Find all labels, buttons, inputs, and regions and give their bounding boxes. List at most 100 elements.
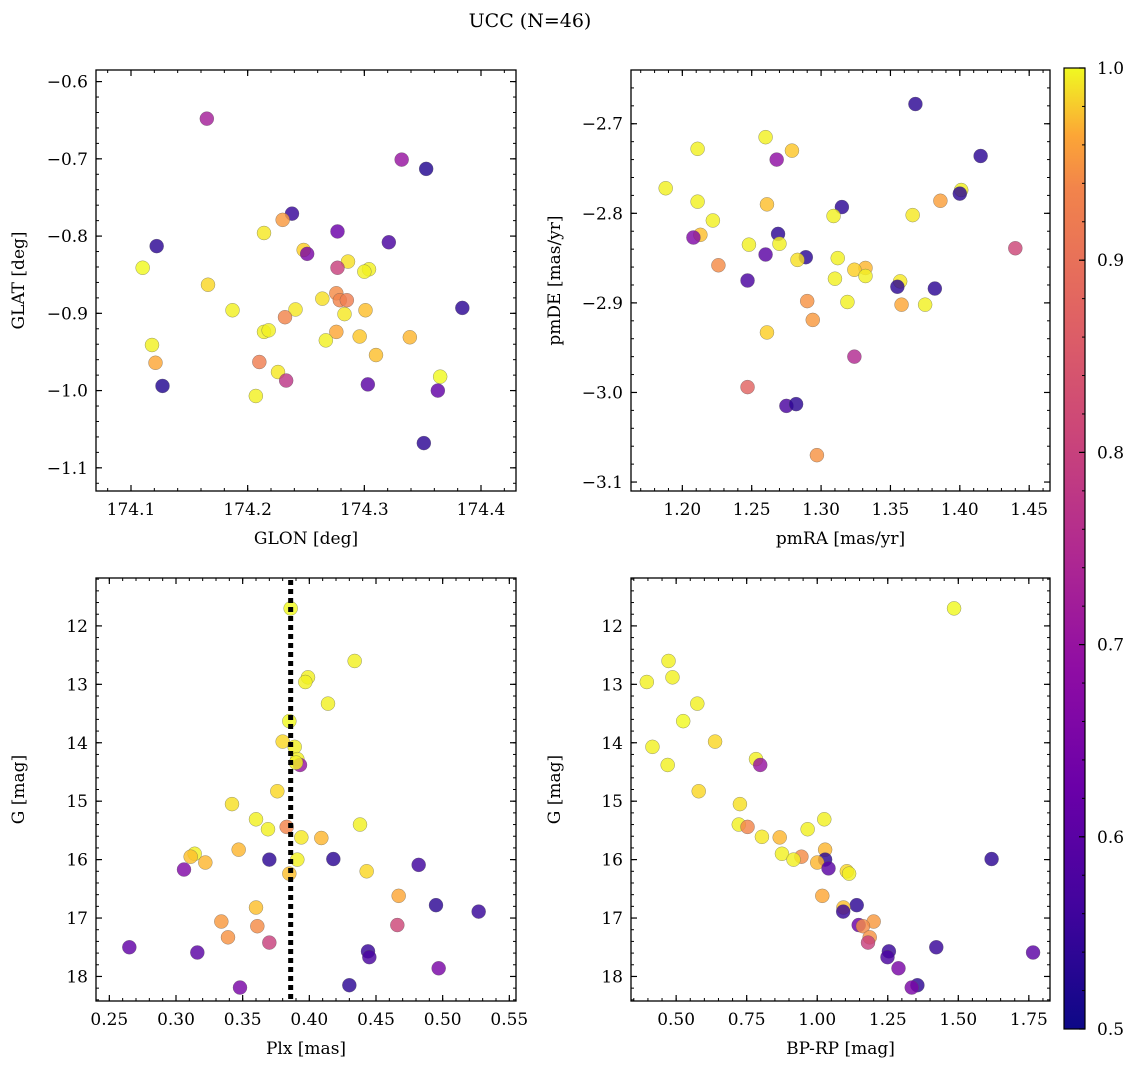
x-tick-label: 1.25 [869,1010,907,1030]
scatter-point [314,830,329,846]
scatter-point [298,674,313,690]
y-tick-label: −1.0 [47,382,88,402]
scatter-point [278,373,294,388]
scatter-point [639,674,655,690]
scatter-point [330,224,345,239]
x-axis-label: GLON [deg] [254,529,358,549]
scatter-point [455,300,470,316]
scatter-point [917,297,933,312]
scatter-point [122,939,137,955]
scatter-point [705,213,721,228]
scatter-point [220,930,236,945]
y-tick-label: 16 [601,851,623,871]
x-tick-label: 1.25 [733,500,771,520]
scatter-point [847,349,862,364]
colorbar: 0.5 0.6 0.7 0.8 0.9 1.0 [1063,59,1124,1040]
scatter-point [788,396,804,412]
y-tick-label: 17 [66,909,88,929]
scatter-point [277,309,293,325]
colorbar-tick-label: 0.8 [1097,443,1124,463]
scatter-point [1008,241,1023,256]
x-tick-label: 1.75 [1010,1010,1048,1030]
x-tick-label: 0.50 [657,1010,695,1030]
x-tick-label: 174.3 [340,500,389,520]
scatter-point [784,143,800,158]
x-axis-label: pmRA [mas/yr] [776,529,905,549]
scatter-point [357,264,372,279]
y-tick-label: −0.9 [47,304,88,324]
scatter-point [262,935,277,950]
scatter-point [690,696,705,711]
y-tick-label: 12 [601,617,623,637]
scatter-point [740,273,755,288]
scatter-point [1025,945,1041,960]
scatter-point [155,378,170,394]
scatter-point [772,830,787,845]
scatter-point [758,247,773,262]
axes-frame [95,577,517,1002]
scatter-point [315,291,330,306]
panels-group: 174.1 174.2 174.3 174.4 −0.6 −0.7 −0.8 −0.9 −1.0… [9,69,1051,1059]
scatter-point [827,271,843,286]
scatter-point [199,111,215,126]
scatter-point [260,821,276,837]
scatter-point [248,388,264,404]
x-tick-label: 174.2 [223,500,272,520]
y-tick-label: 14 [601,734,623,754]
scatter-point [880,949,895,965]
scatter-point [799,293,815,309]
scatter-point [686,230,701,245]
y-tick-label: 12 [66,617,88,637]
colorbar-tick-label: 0.9 [1097,251,1124,271]
scatter-point [231,842,246,857]
x-tick-label: 1.45 [1010,500,1048,520]
y-tick-label: 13 [601,675,623,695]
scatter-point [270,784,285,799]
scatter-point [809,447,825,463]
scatter-point [847,262,862,278]
scatter-point [261,323,276,338]
y-tick-label: 18 [601,967,623,987]
x-tick-label: 0.75 [728,1010,766,1030]
scatter-point [248,812,264,827]
scatter-point [318,333,334,348]
scatter-point [339,292,355,308]
scatter-point [805,312,821,328]
scatter-point [752,757,768,773]
scatter-point [758,129,773,145]
scatter-point [418,161,434,177]
y-axis-label: GLAT [deg] [9,231,29,329]
scatter-point [754,829,770,845]
scatter-point [200,277,216,292]
colorbar-gradient [1064,68,1085,1029]
scatter-point [835,904,851,919]
y-axis-label: G [mag] [545,755,565,824]
scatter-point [665,670,680,685]
scatter-point [830,250,845,266]
scatter-point [840,294,855,310]
scatter-point [800,821,815,837]
scatter-point [248,900,264,915]
y-tick-label: 15 [66,792,88,812]
x-axis-label: BP-RP [mag] [786,1039,895,1059]
x-tick-label: 1.20 [663,500,701,520]
scatter-point [821,861,836,876]
scatter-point [326,851,341,867]
scatter-point [252,354,267,370]
scatter-point [368,347,384,363]
x-tick-label: 0.55 [490,1010,528,1030]
scatter-point [815,888,830,904]
scatter-point [250,918,265,934]
scatter-point [894,297,909,312]
scatter-point [841,866,857,881]
y-tick-label: −2.8 [582,204,623,224]
scatter-point [905,207,920,223]
scatter-point [817,812,832,827]
y-tick-label: −0.6 [47,73,88,93]
scatter-point [232,980,248,995]
scatter-point [690,141,705,157]
scatter-point [275,734,290,749]
scatter-point [183,849,198,864]
colorbar-frame [1063,67,1086,1030]
axes-frame [95,69,517,492]
